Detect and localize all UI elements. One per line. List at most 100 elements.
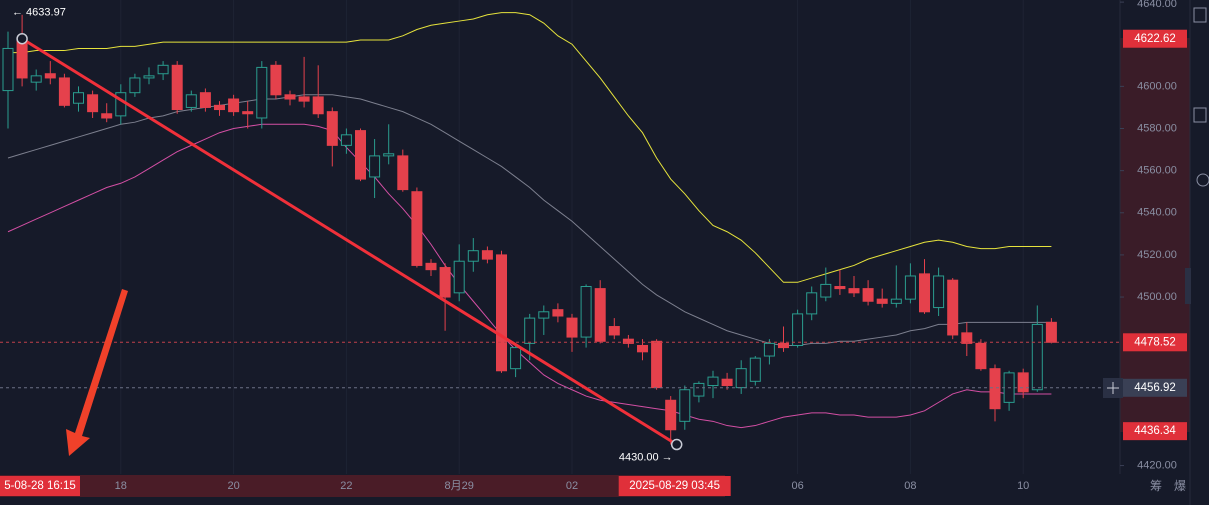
y-tick-label: 4540.00 (1137, 207, 1177, 219)
band-line (7, 123, 1052, 429)
low-annotation: 4430.00 → (619, 451, 673, 463)
y-tick-label: 4520.00 (1137, 249, 1177, 261)
band-line (7, 94, 1052, 346)
candle-body (806, 292, 818, 315)
trend-price-tag-bg (1123, 29, 1187, 48)
last-price-tag-bg (1123, 333, 1187, 352)
candle-body (1031, 323, 1043, 391)
icon[interactable] (1193, 107, 1207, 123)
candle-body (919, 273, 930, 313)
y-tick-label: 4580.00 (1137, 122, 1177, 134)
candle-body (369, 155, 381, 178)
candle-body (538, 311, 550, 319)
candle-body (721, 378, 733, 387)
candle-body (989, 368, 1001, 410)
candle-body (792, 313, 804, 346)
candle-body (312, 96, 324, 115)
candle-body (73, 92, 84, 104)
candle-body (622, 338, 634, 344)
candle-body (890, 298, 902, 304)
candle-body (355, 130, 366, 180)
y-tick-label: 4600.00 (1137, 80, 1177, 92)
crosshair-price-tag: 4456.92 (1134, 382, 1176, 394)
candle-body (707, 376, 719, 387)
range-end-time-bg (618, 476, 731, 496)
candle-body (693, 382, 705, 397)
candle-body (848, 288, 860, 294)
candle-body (129, 77, 141, 94)
x-tick-label: 22 (340, 480, 352, 492)
candle-body (961, 332, 973, 344)
candle-body (256, 66, 268, 119)
candle-body (284, 94, 296, 100)
crosshair-time-bg (0, 476, 80, 496)
x-tick-label: 8月29 (445, 480, 474, 492)
candle-body (749, 357, 761, 382)
candle-body (270, 64, 282, 96)
candle-body (566, 317, 578, 338)
price-range-highlight (1120, 38, 1190, 432)
candle-body (340, 134, 352, 146)
x-tick-label: 18 (115, 480, 127, 492)
y-tick-label: 4420.00 (1137, 459, 1177, 471)
candle-body (44, 73, 56, 79)
candle-body (157, 64, 169, 75)
candle-body (397, 155, 409, 191)
y-tick-label: 4640.00 (1137, 0, 1177, 10)
icon[interactable] (1196, 173, 1209, 187)
x-tick-label: 20 (227, 480, 239, 492)
candle-body (820, 283, 832, 298)
time-range-highlight (0, 475, 725, 497)
candle-body (467, 250, 479, 262)
marker-price-tag: 4436.34 (1134, 425, 1176, 437)
collapse-handle[interactable] (1185, 268, 1191, 304)
x-tick-label: 02 (566, 480, 578, 492)
crosshair-plus (1103, 378, 1123, 398)
x-tick-label: 10 (1017, 480, 1029, 492)
toolbar-text: 爆 (1174, 479, 1186, 493)
candle-body (834, 286, 846, 290)
candle-body (171, 64, 183, 111)
trend-line (21, 37, 678, 446)
candle-body (651, 340, 663, 389)
marker-price-tag-bg (1123, 422, 1187, 441)
candle-body (425, 262, 437, 271)
candle-body (2, 47, 14, 92)
candle-body (1045, 321, 1057, 343)
candle-body (608, 326, 620, 336)
y-tick-label: 4500.00 (1137, 291, 1177, 303)
range-end-time: 2025-08-29 03:45 (629, 480, 720, 492)
candle-body (30, 75, 42, 83)
candle-body (439, 267, 451, 298)
crosshair-price-tag-bg (1123, 378, 1187, 397)
toolbar-icons (1185, 7, 1209, 304)
candle-body (778, 342, 789, 349)
red-arrow (66, 289, 128, 456)
high-annotation: ← 4633.97 (12, 7, 66, 19)
icon[interactable] (1193, 7, 1207, 23)
candle-body (735, 368, 747, 389)
x-tick-label: 08 (904, 480, 916, 492)
candle-body (16, 39, 28, 79)
candle-body (326, 111, 338, 146)
candle-body (143, 75, 155, 79)
candle-body (904, 275, 916, 300)
candle-body (298, 96, 310, 102)
candle-body (679, 389, 691, 422)
candle-body (242, 111, 254, 115)
y-tick-label: 4560.00 (1137, 165, 1177, 177)
candle-body (763, 342, 775, 357)
candle-body (552, 309, 564, 317)
crosshair-time: 5-08-28 16:15 (4, 480, 76, 492)
candle-body (947, 279, 959, 336)
candle-body (185, 94, 197, 108)
candle-body (496, 254, 507, 372)
trend-handle (16, 32, 28, 45)
candle-body (228, 98, 240, 113)
candle-body (1017, 372, 1029, 393)
candle-body (665, 399, 677, 431)
candle-body (975, 342, 987, 370)
candle-body (411, 191, 423, 266)
